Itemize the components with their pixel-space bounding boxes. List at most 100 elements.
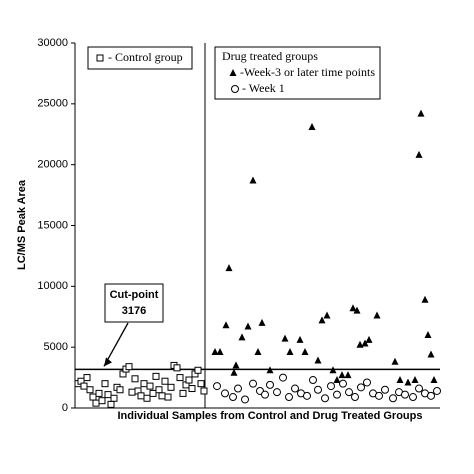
triangle-marker — [318, 316, 326, 324]
triangle-marker — [344, 371, 352, 379]
circle-marker — [339, 379, 347, 388]
legend-label: - Control group — [108, 50, 183, 64]
triangle-marker — [244, 322, 252, 330]
square-marker — [83, 374, 91, 382]
square-marker — [95, 389, 103, 397]
square-marker — [131, 375, 139, 383]
triangle-marker — [353, 306, 361, 314]
y-axis-label: LC/MS Peak Area — [16, 179, 28, 270]
circle-marker — [249, 379, 257, 388]
annotation-box — [104, 283, 164, 323]
square-marker — [158, 392, 166, 400]
circle-marker — [427, 391, 435, 400]
triangle-marker — [323, 311, 331, 319]
circle-marker — [314, 385, 322, 394]
triangle-marker — [421, 295, 429, 303]
square-marker — [149, 389, 157, 397]
square-marker — [152, 372, 160, 380]
y-tick-label: 15000 — [37, 219, 68, 231]
triangle-marker — [211, 348, 219, 356]
triangle-marker — [329, 366, 337, 374]
circle-marker — [351, 393, 359, 402]
triangle-marker — [238, 333, 246, 341]
legend-title: Drug treated groups — [222, 49, 318, 63]
circle-marker — [375, 391, 383, 400]
square-marker — [107, 400, 115, 408]
triangle-marker — [266, 366, 274, 374]
legend-label: - Week 1 — [242, 81, 285, 95]
y-tick-label: 30000 — [37, 37, 68, 49]
triangle-marker — [222, 321, 230, 329]
circle-marker — [345, 388, 353, 397]
square-marker — [179, 389, 187, 397]
circle-marker — [401, 390, 409, 399]
square-marker — [197, 380, 205, 388]
circle-marker — [231, 85, 239, 93]
square-marker — [185, 376, 193, 384]
triangle-marker — [225, 264, 233, 272]
triangle-marker — [229, 69, 237, 76]
circle-marker — [357, 383, 365, 392]
circle-marker — [213, 382, 221, 391]
circle-marker — [321, 394, 329, 403]
triangle-marker — [286, 348, 294, 356]
circle-marker — [363, 378, 371, 387]
legend-box — [87, 46, 193, 70]
circle-marker — [333, 390, 341, 399]
triangle-marker — [338, 371, 346, 379]
square-marker — [128, 388, 136, 396]
triangle-marker — [254, 348, 262, 356]
square-marker — [194, 366, 202, 374]
circle-marker — [279, 373, 287, 382]
square-marker — [96, 54, 104, 62]
y-tick-label: 20000 — [37, 159, 68, 171]
legend-label: -Week-3 or later time points — [240, 65, 375, 79]
triangle-marker — [391, 357, 399, 365]
y-tick-label: 25000 — [37, 98, 68, 110]
y-tick-label: 0 — [62, 402, 68, 414]
triangle-marker — [333, 376, 341, 384]
triangle-marker — [415, 150, 423, 158]
circle-marker — [234, 384, 242, 393]
triangle-marker — [349, 304, 357, 312]
square-marker — [101, 380, 109, 388]
square-marker — [173, 364, 181, 372]
triangle-marker — [308, 122, 316, 130]
triangle-marker — [361, 339, 369, 347]
triangle-marker — [314, 356, 322, 364]
y-tick-label: 10000 — [37, 280, 68, 292]
triangle-marker — [424, 331, 432, 338]
square-marker — [140, 380, 148, 388]
triangle-marker — [365, 335, 373, 343]
triangle-marker — [411, 376, 419, 384]
square-marker — [98, 397, 106, 405]
triangle-marker — [301, 348, 309, 356]
square-marker — [92, 399, 100, 407]
annotation-value: 3176 — [122, 305, 146, 317]
triangle-marker — [373, 311, 381, 319]
triangle-marker — [430, 376, 438, 384]
legend-box — [214, 46, 381, 100]
arrow-head — [104, 357, 112, 367]
triangle-marker — [404, 378, 412, 386]
circle-marker — [273, 388, 281, 397]
triangle-marker — [230, 368, 238, 376]
circle-marker — [303, 391, 311, 400]
square-marker — [200, 387, 208, 395]
square-marker — [161, 377, 169, 385]
square-marker — [137, 392, 145, 400]
triangle-marker — [281, 334, 289, 342]
circle-marker — [409, 393, 417, 402]
circle-marker — [266, 380, 274, 389]
triangle-marker — [396, 376, 404, 384]
square-marker — [110, 394, 118, 402]
square-marker — [89, 393, 97, 401]
triangle-marker — [216, 348, 224, 356]
circle-marker — [327, 382, 335, 391]
annotation-text: Cut-point — [110, 289, 159, 301]
square-marker — [86, 386, 94, 394]
square-marker — [125, 363, 133, 371]
square-marker — [155, 386, 163, 394]
circle-marker — [381, 385, 389, 394]
